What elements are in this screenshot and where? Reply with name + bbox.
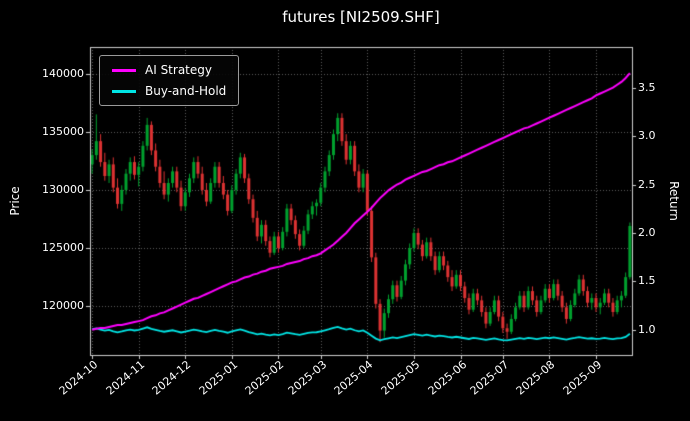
price-tick-label: 120000 [42,299,84,313]
chart-title: futures [NI2509.SHF] [282,8,440,26]
return-tick-label: 1.0 [638,322,656,336]
legend-label-ai-strategy: AI Strategy [145,63,212,77]
return-tick-label: 2.0 [638,225,656,239]
return-tick-label: 2.5 [638,177,656,191]
price-axis-label: Price [8,186,22,216]
legend-item-ai-strategy: AI Strategy [112,63,226,77]
price-tick-label: 125000 [42,241,84,255]
return-tick-label: 1.5 [638,274,656,288]
return-tick-label: 3.0 [638,129,656,143]
buy-and-hold-line-swatch-icon [112,89,136,93]
price-tick-label: 135000 [42,124,84,138]
ai-strategy-line-swatch-icon [112,68,136,72]
legend-label-buy-and-hold: Buy-and-Hold [145,84,227,98]
price-tick-label: 130000 [42,182,84,196]
legend-item-buy-and-hold: Buy-and-Hold [112,84,226,98]
return-tick-label: 3.5 [638,80,656,94]
price-tick-label: 140000 [42,66,84,80]
legend: AI Strategy Buy-and-Hold [99,55,240,106]
